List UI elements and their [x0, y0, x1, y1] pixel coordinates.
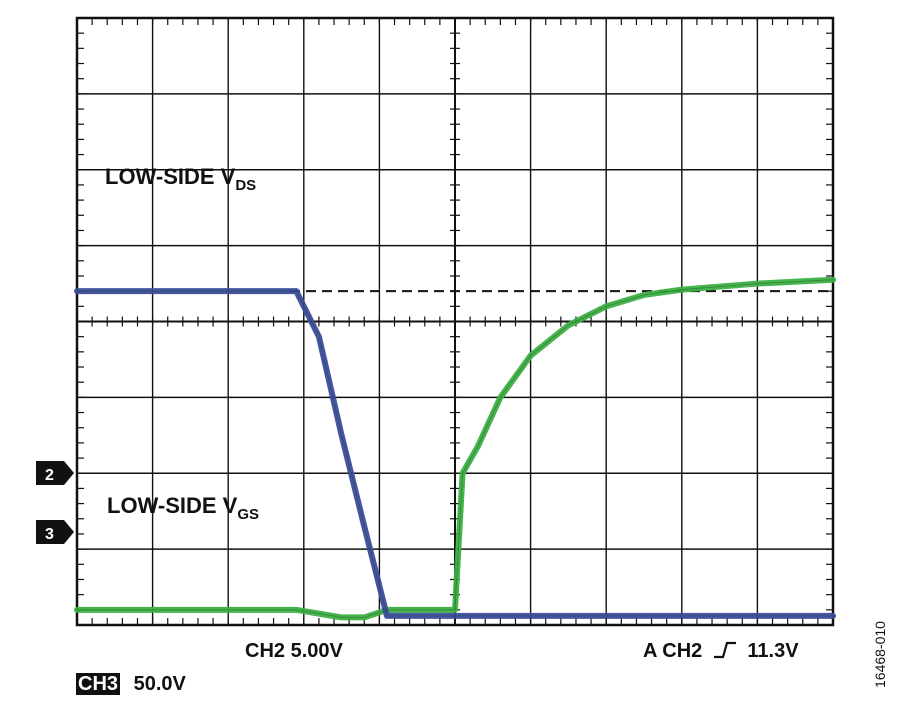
- svg-text:2: 2: [45, 467, 54, 484]
- trace-gs: [74, 276, 836, 621]
- figure-id: 16468-010: [872, 621, 888, 688]
- graticule: [75, 16, 835, 627]
- svg-text:3: 3: [45, 526, 54, 543]
- trace-gs-core: [77, 279, 834, 618]
- vgs-label: LOW-SIDE VGS: [107, 493, 259, 523]
- channel-2-marker: 2: [36, 461, 74, 485]
- ch3-badge: CH3: [76, 673, 121, 695]
- vds-label: LOW-SIDE VDS: [105, 164, 256, 194]
- ch3-scale: 50.0V: [133, 673, 186, 695]
- trace-ds-core: [77, 290, 833, 617]
- traces: [74, 276, 836, 621]
- trigger-source: A CH2: [643, 640, 703, 662]
- channel-3-marker: 3: [36, 520, 74, 544]
- ch3-scale-readout: CH3 50.0V: [76, 673, 186, 696]
- trigger-readout: A CH2 11.3V: [643, 640, 799, 663]
- rising-edge-icon: [713, 641, 736, 659]
- trace-ds: [74, 288, 836, 619]
- trigger-level: 11.3V: [747, 640, 799, 662]
- ch2-scale-readout: CH2 5.00V: [245, 640, 343, 662]
